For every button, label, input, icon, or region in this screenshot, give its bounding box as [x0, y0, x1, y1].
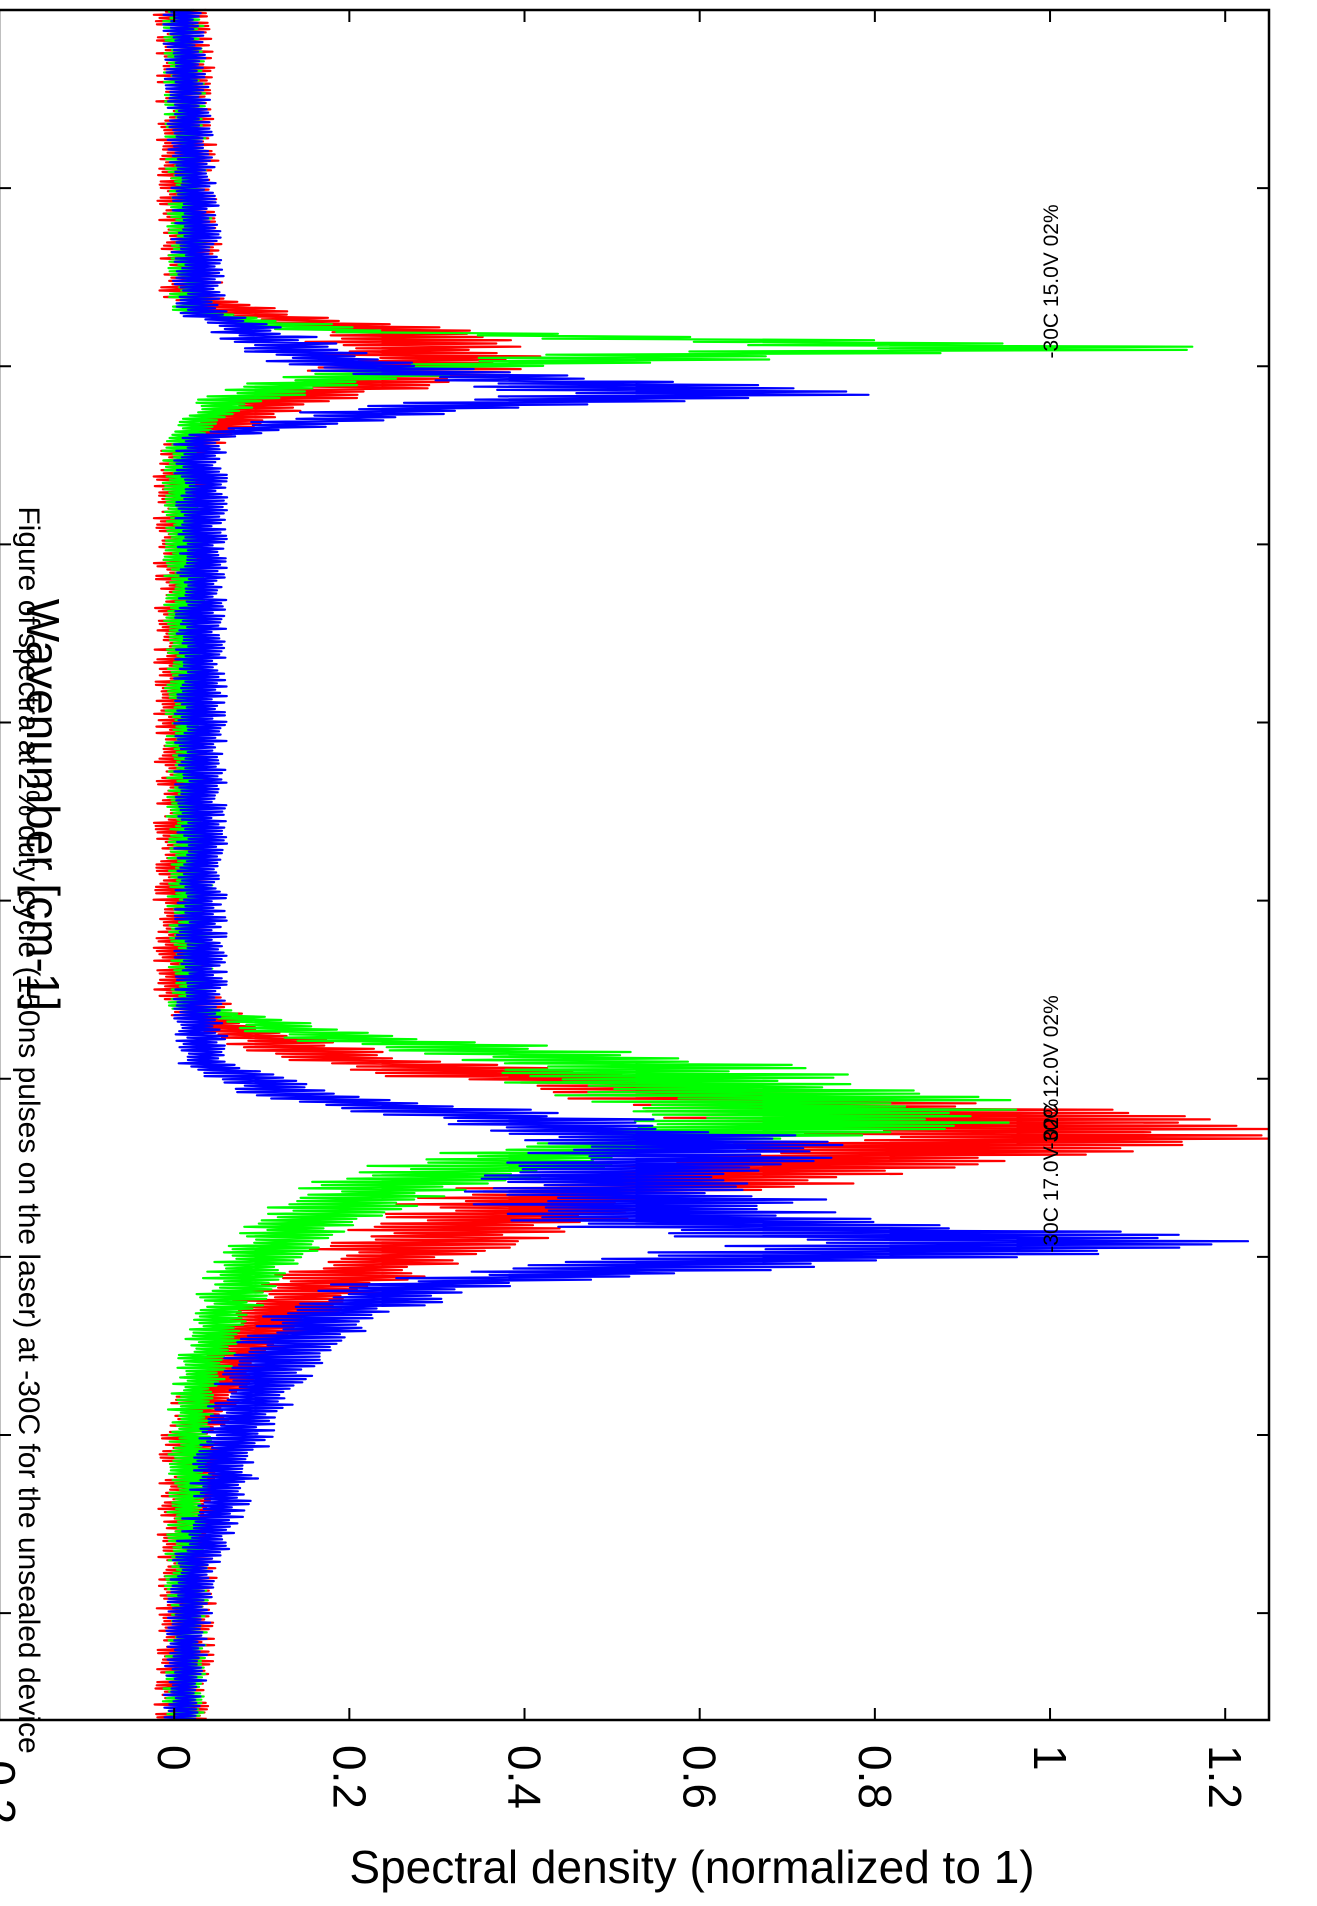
axis-layer: 90095010001050110011501200125013001350-0…: [0, 9, 1269, 1824]
y-tick-label: 0.6: [674, 1745, 726, 1809]
series-layer: [152, 8, 1270, 1720]
series-2: [161, 8, 1194, 1720]
y-tick-label: -0.2: [0, 1745, 25, 1824]
peak-label: -30C 17.0V 02%: [1040, 1099, 1063, 1253]
annotation-layer: -30C 15.0V 02% -30C 12.0V 02%-30C 17.0V 0…: [1040, 204, 1063, 1252]
peak-label: -30C 15.0V 02%: [1040, 204, 1063, 358]
y-tick-label: 0.2: [323, 1745, 375, 1809]
series-line: [152, 8, 1270, 1720]
y-tick-label: 0.4: [499, 1745, 551, 1809]
x-axis-title: Wavenumber [cm-1]: [17, 599, 69, 1011]
y-tick-label: 1.2: [1199, 1745, 1251, 1809]
figure-title: Figure of spectra at 2% duty cycle (150n…: [12, 506, 45, 1753]
y-axis-title: Spectral density (normalized to 1): [349, 1841, 1034, 1893]
series-line: [161, 8, 1194, 1720]
series-1: [152, 8, 1270, 1720]
y-tick-label: 0: [148, 1745, 200, 1771]
y-tick-label: 1: [1024, 1745, 1076, 1771]
y-tick-label: 0.8: [849, 1745, 901, 1809]
plot-frame: [0, 8, 1271, 1722]
plot-root: Figure of spectra at 2% duty cycle (150n…: [0, 8, 1271, 1893]
series-line: [162, 8, 1250, 1720]
series-3: [162, 8, 1250, 1720]
peak-label: -30C 12.0V 02%: [1040, 995, 1063, 1149]
